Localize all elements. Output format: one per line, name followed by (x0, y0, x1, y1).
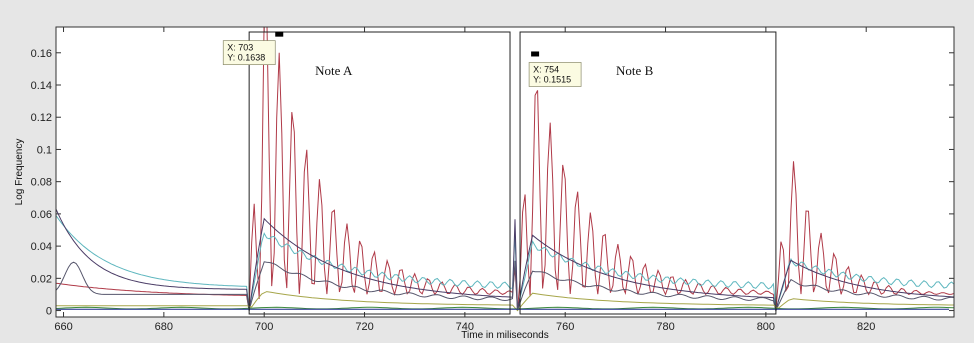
y-tick-label: 0.04 (31, 241, 52, 253)
datatip-y-text: Y: 0.1515 (533, 74, 571, 84)
y-tick-label: 0.08 (31, 177, 52, 189)
series-line-gray (56, 260, 954, 313)
x-tick-label: 800 (757, 321, 775, 333)
y-tick-label: 0.14 (31, 80, 52, 92)
y-tick-label: 0.12 (31, 112, 52, 124)
note-box (248, 31, 511, 315)
y-axis-label: Log Frequency (14, 139, 25, 206)
series-line-olive (56, 291, 954, 312)
x-tick-label: 680 (155, 321, 173, 333)
y-tick-label: 0.06 (31, 209, 52, 221)
x-tick-label: 820 (857, 321, 875, 333)
y-tick-label: 0.1 (37, 144, 52, 156)
axes-frame (55, 26, 955, 318)
x-tick-label: 740 (456, 321, 474, 333)
tick-labels: 660 680 700 720 740 760 780 800 820 0 0.02 0.04 0.06… (31, 48, 876, 333)
datatip-y-text: Y: 0.1638 (227, 53, 265, 63)
datatip-marker (531, 51, 540, 57)
note-label: Note B (616, 63, 654, 78)
x-tick-label: 780 (656, 321, 674, 333)
note-label: Note A (315, 63, 353, 78)
datatip-x-text: X: 754 (533, 64, 559, 74)
axes-background (56, 27, 954, 317)
x-axis-label: Time in miliseconds (461, 330, 548, 341)
series-group (56, 27, 954, 313)
x-tick-label: 760 (556, 321, 574, 333)
y-tick-label: 0.16 (31, 48, 52, 60)
y-tick-label: 0 (46, 306, 52, 318)
note-boxes: Note A Note B (248, 31, 777, 315)
series-line-cyan (56, 215, 954, 311)
y-tick-label: 0.02 (31, 273, 52, 285)
datatip-marker (275, 31, 284, 37)
series-line-purple (56, 208, 954, 311)
datatip-x-text: X: 703 (227, 43, 253, 53)
x-tick-label: 700 (255, 321, 273, 333)
note-box (519, 31, 777, 315)
x-tick-label: 660 (54, 321, 72, 333)
x-tick-label: 720 (355, 321, 373, 333)
datatip-box (222, 40, 276, 66)
datatip-box (528, 62, 582, 87)
